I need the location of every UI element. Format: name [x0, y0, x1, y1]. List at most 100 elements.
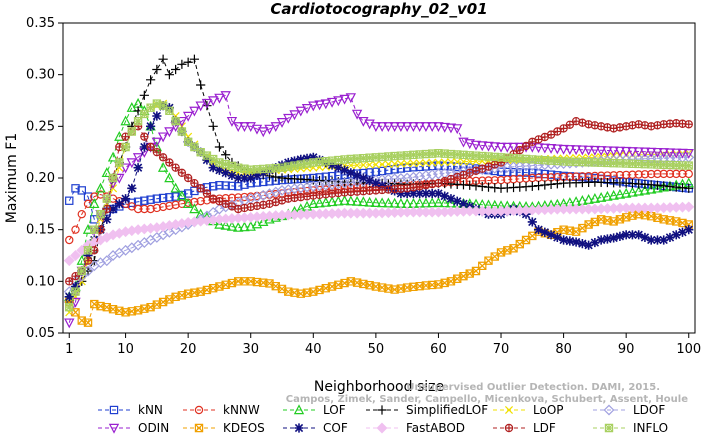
data-point-odin — [345, 93, 357, 104]
data-point-lof — [589, 192, 601, 203]
data-point-cof — [127, 183, 137, 193]
data-point-cof — [684, 225, 694, 235]
data-point-ldf — [628, 121, 637, 130]
data-point-odin — [445, 123, 457, 134]
data-point-cof — [327, 160, 337, 170]
data-point-lof — [239, 221, 250, 232]
legend-marker — [604, 423, 614, 433]
data-point-odin — [126, 158, 138, 169]
data-point-simplifiedlof — [659, 181, 669, 191]
data-point-knnw — [152, 203, 162, 213]
data-point-ldf — [315, 190, 324, 200]
data-point-inflo — [71, 287, 80, 296]
data-point-odin — [508, 142, 519, 153]
data-point-knnw — [133, 204, 143, 214]
data-point-odin — [270, 122, 281, 133]
data-point-odin — [570, 145, 582, 156]
data-point-cof — [108, 204, 118, 214]
data-point-cof — [646, 235, 656, 245]
data-point-ldf — [609, 124, 618, 133]
data-point-lof — [170, 182, 181, 193]
data-point-ldf — [65, 277, 73, 285]
data-point-cof — [527, 217, 537, 227]
data-point-inflo — [334, 155, 343, 165]
x-tick-label: 30 — [242, 342, 259, 357]
data-point-cof — [346, 168, 356, 178]
data-point-kdeos — [83, 318, 93, 327]
data-point-cof — [540, 227, 550, 237]
data-point-inflo — [140, 109, 149, 119]
data-point-cof — [652, 235, 663, 245]
data-point-ldof — [257, 189, 269, 201]
data-point-lof — [364, 196, 375, 207]
data-point-odin — [558, 144, 569, 155]
data-point-ldf — [121, 132, 130, 141]
data-point-odin — [245, 122, 256, 133]
legend-label: LOF — [323, 403, 346, 417]
data-point-lof — [608, 189, 619, 200]
data-point-odin — [595, 146, 607, 156]
data-point-ldf — [140, 133, 148, 141]
data-point-loop — [446, 158, 455, 167]
data-point-loop — [396, 159, 405, 168]
data-point-cof — [296, 154, 306, 164]
data-point-inflo — [290, 161, 299, 170]
data-point-cof — [627, 230, 638, 240]
data-point-ldf — [522, 142, 530, 150]
watermark-line-1: Unsupervised Outlier Detection. DAMI, 20… — [406, 382, 660, 393]
data-point-odin — [289, 110, 300, 121]
data-point-lof — [320, 196, 332, 207]
data-point-lof — [95, 182, 106, 193]
data-point-lof — [595, 191, 607, 202]
legend-marker — [504, 405, 514, 415]
data-point-cof — [227, 170, 237, 181]
data-point-knn — [140, 196, 149, 205]
data-point-odin — [489, 142, 500, 153]
data-point-cof — [120, 194, 131, 204]
data-point-odin — [308, 101, 319, 112]
data-point-lof — [258, 216, 269, 226]
data-point-odin — [477, 141, 488, 152]
data-point-ldf — [534, 135, 543, 144]
data-point-inflo — [183, 137, 193, 147]
series-fastabod — [63, 201, 695, 267]
data-point-loop — [421, 158, 430, 167]
data-point-knnw — [496, 175, 506, 185]
data-point-knnw — [227, 193, 237, 203]
data-point-ldf — [459, 171, 468, 179]
data-point-loop — [434, 158, 443, 167]
data-point-simplifiedlof — [208, 121, 218, 131]
data-point-ldf — [684, 120, 693, 129]
data-point-inflo — [102, 194, 112, 203]
data-point-lof — [157, 161, 169, 172]
data-point-knn — [396, 164, 406, 173]
data-point-lof — [314, 197, 325, 208]
data-point-odin — [502, 142, 513, 153]
data-point-cof — [371, 178, 381, 188]
data-point-lof — [326, 196, 338, 207]
data-point-odin — [552, 144, 563, 155]
x-tick-label: 80 — [555, 342, 572, 357]
data-point-odin — [226, 116, 238, 127]
legend-item-ldf: LDF — [493, 421, 556, 434]
data-point-ldf — [553, 127, 561, 136]
data-point-inflo — [121, 142, 130, 152]
data-point-odin — [627, 147, 638, 158]
data-point-odin — [602, 146, 613, 157]
legend-label: SimplifiedLOF — [406, 403, 488, 417]
legend-marker — [108, 423, 120, 434]
data-point-loop — [453, 157, 462, 166]
data-point-knn — [65, 196, 74, 205]
data-point-ldf — [415, 182, 424, 191]
data-point-ldf — [259, 200, 268, 210]
data-point-ldf — [153, 148, 161, 156]
data-point-ldf — [71, 271, 80, 281]
data-point-odin — [358, 116, 369, 127]
data-point-ldof — [95, 257, 106, 269]
data-point-ldf — [409, 183, 418, 192]
data-point-cof — [339, 165, 350, 175]
data-point-cof — [83, 250, 93, 261]
data-point-lof — [339, 195, 350, 205]
legend-label: INFLO — [633, 421, 668, 434]
